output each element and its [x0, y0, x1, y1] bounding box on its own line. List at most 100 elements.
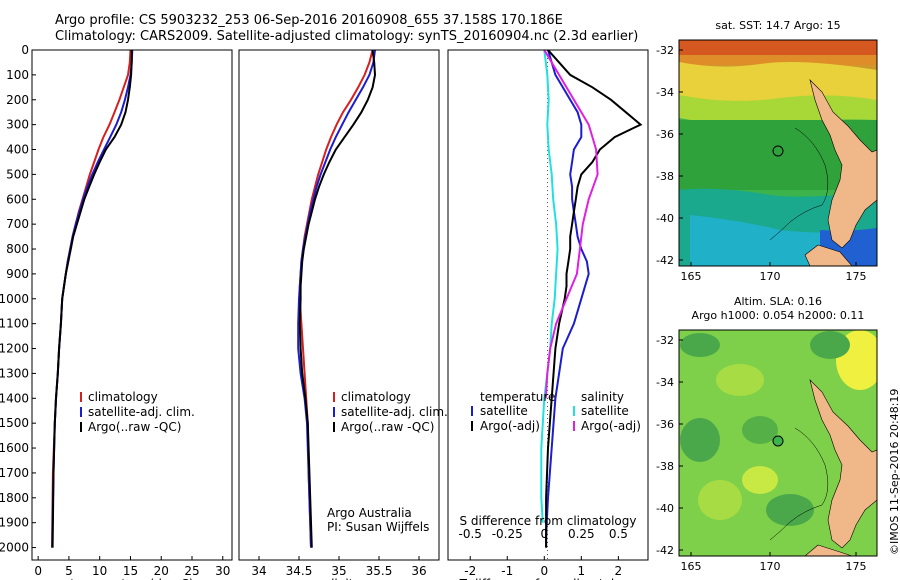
- map-x-label: 165: [681, 560, 702, 573]
- map-sst: [678, 39, 878, 267]
- legend-salinity-satellite: satellite: [581, 404, 629, 418]
- y-tick-label: 2000: [0, 541, 29, 555]
- y-tick-label: 1700: [0, 466, 29, 480]
- y-tick-label: 800: [6, 242, 29, 256]
- y-tick-label: 1600: [0, 441, 29, 455]
- legend-temperature-title: temperature: [480, 390, 555, 404]
- y-tick-label: 700: [6, 217, 29, 231]
- y-tick-label: 1200: [0, 342, 29, 356]
- legend-temperature-satellite: satellite: [480, 404, 528, 418]
- y-tick-label: 1900: [0, 516, 29, 530]
- map-subtitle: Argo h1000: 0.054 h2000: 0.11: [692, 309, 865, 322]
- x-tick-label: 2: [615, 564, 623, 578]
- map-y-label: -32: [656, 44, 674, 57]
- footer-timestamp: ©IMOS 11-Sep-2016 20:48:19: [888, 388, 900, 555]
- x2-tick-label: 0.5: [609, 527, 628, 541]
- legend-label-temperature: Argo(..raw -QC): [88, 420, 181, 434]
- x-tick-label: 25: [184, 564, 199, 578]
- map-y-label: -42: [656, 254, 674, 267]
- legend-label-salinity: satellite-adj. clim.: [341, 405, 448, 419]
- x-tick-label: 15: [123, 564, 138, 578]
- series-line-salinity-0: [298, 50, 374, 548]
- header-line-1: Argo profile: CS 5903232_253 06-Sep-2016…: [55, 13, 563, 28]
- y-tick-label: 1500: [0, 416, 29, 430]
- series-line-temperature-0: [51, 50, 132, 548]
- x-tick-label: 20: [154, 564, 169, 578]
- map-y-label: -40: [656, 212, 674, 225]
- y-tick-label: 300: [6, 118, 29, 132]
- legend-temperature-argo: Argo(-adj): [480, 419, 540, 433]
- series-line-difference-3: [543, 50, 599, 399]
- x2-axis-label: S difference from climatology: [460, 514, 637, 528]
- temperature-axes-frame: [31, 49, 233, 561]
- chart-text-layer: 0 5 10 15 20 25 300100200300400500600700800900…: [0, 19, 867, 580]
- x2-tick-label: -0.25: [492, 527, 523, 541]
- legend-label-salinity: climatology: [341, 390, 411, 404]
- x2-tick-label: -0.5: [459, 527, 482, 541]
- map-y-label: -32: [656, 334, 674, 347]
- x-tick-label: 10: [92, 564, 107, 578]
- difference-axes-frame: [447, 49, 649, 561]
- y-tick-label: 0: [21, 43, 29, 57]
- y-tick-label: 100: [6, 68, 29, 82]
- y-tick-label: 1300: [0, 366, 29, 380]
- y-tick-label: 1100: [0, 317, 29, 331]
- header-line-2: Climatology: CARS2009. Satellite-adjuste…: [55, 29, 639, 44]
- x-axis-label: temperature (deg C): [70, 577, 193, 580]
- credit-pi: PI: Susan Wijffels: [327, 520, 430, 534]
- x-axis-label: salinity: [317, 577, 360, 580]
- map-y-label: -36: [656, 128, 674, 141]
- series-line-difference-0: [545, 50, 590, 548]
- map-x-label: 175: [846, 560, 867, 573]
- x-tick-label: 35: [331, 564, 346, 578]
- legend-label-salinity: Argo(..raw -QC): [341, 420, 434, 434]
- series-line-difference-1: [545, 50, 643, 548]
- credit-institution: Argo Australia: [327, 506, 412, 520]
- map-y-label: -38: [656, 170, 674, 183]
- panel-salinity: [238, 49, 440, 561]
- map-y-label: -34: [656, 86, 674, 99]
- map-y-label: -42: [656, 544, 674, 557]
- temperature-curves: [51, 50, 134, 548]
- legend-label-temperature: climatology: [88, 390, 158, 404]
- y-tick-label: 900: [6, 267, 29, 281]
- x-tick-label: 0: [540, 564, 548, 578]
- x-tick-label: 35.5: [366, 564, 393, 578]
- salinity-curves: [297, 50, 377, 548]
- panel-temperature: [31, 49, 233, 561]
- map-y-label: -34: [656, 376, 674, 389]
- argo-float-marker-sst: [772, 145, 784, 157]
- y-tick-label: 600: [6, 192, 29, 206]
- map-y-label: -36: [656, 418, 674, 431]
- map-x-label: 170: [760, 270, 781, 283]
- y-tick-label: 500: [6, 167, 29, 181]
- legend-label-temperature: satellite-adj. clim.: [88, 405, 195, 419]
- x2-tick-label: 0: [540, 527, 548, 541]
- map-title: sat. SST: 14.7 Argo: 15: [715, 19, 840, 32]
- x-tick-label: 30: [215, 564, 230, 578]
- y-tick-label: 400: [6, 143, 29, 157]
- y-tick-label: 200: [6, 93, 29, 107]
- x-tick-label: -2: [464, 564, 476, 578]
- x-tick-label: 36: [411, 564, 426, 578]
- legend-salinity-argo: Argo(-adj): [581, 419, 641, 433]
- x-tick-label: 5: [65, 564, 73, 578]
- map-sla: [678, 329, 878, 557]
- series-line-difference-2: [540, 50, 559, 523]
- x-tick-label: -1: [501, 564, 513, 578]
- argo-float-marker-sla: [772, 435, 784, 447]
- series-line-temperature-2: [51, 50, 133, 548]
- map-title: Altim. SLA: 0.16: [734, 295, 822, 308]
- legend-salinity-title: salinity: [581, 390, 624, 404]
- y-tick-label: 1400: [0, 391, 29, 405]
- map-y-label: -40: [656, 502, 674, 515]
- y-tick-label: 1000: [0, 292, 29, 306]
- map-x-label: 175: [846, 270, 867, 283]
- x-axis-label: T difference from climatology: [459, 577, 637, 580]
- map-x-label: 165: [681, 270, 702, 283]
- panel-difference: [447, 49, 649, 561]
- series-line-salinity-2: [298, 50, 377, 548]
- map-y-label: -38: [656, 460, 674, 473]
- x-tick-label: 34: [251, 564, 266, 578]
